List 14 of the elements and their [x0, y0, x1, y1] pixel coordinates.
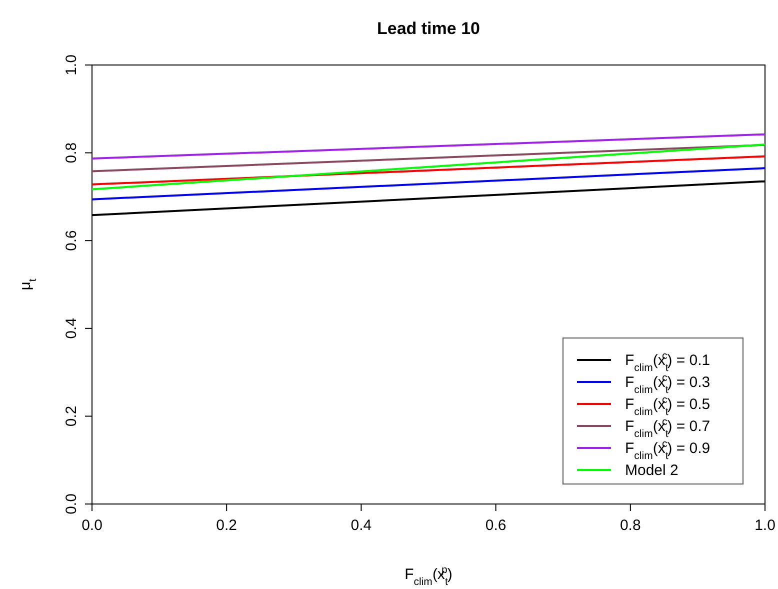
- legend-label: Model 2: [625, 462, 678, 479]
- y-tick-label: 0.2: [63, 406, 80, 427]
- y-tick-label: 1.0: [63, 54, 80, 76]
- y-tick-label: 0.8: [63, 142, 80, 164]
- y-tick-label: 0.4: [63, 318, 80, 339]
- x-tick-label: 1.0: [754, 517, 776, 534]
- x-tick-label: 0.6: [485, 517, 506, 534]
- chart-title: Lead time 10: [377, 19, 480, 38]
- x-tick-label: 0.0: [82, 517, 102, 534]
- y-tick-label: 0.0: [63, 494, 80, 514]
- x-tick-label: 0.8: [620, 517, 641, 534]
- y-tick-label: 0.6: [63, 230, 80, 252]
- x-tick-label: 0.4: [350, 517, 372, 534]
- x-tick-label: 0.2: [216, 517, 238, 534]
